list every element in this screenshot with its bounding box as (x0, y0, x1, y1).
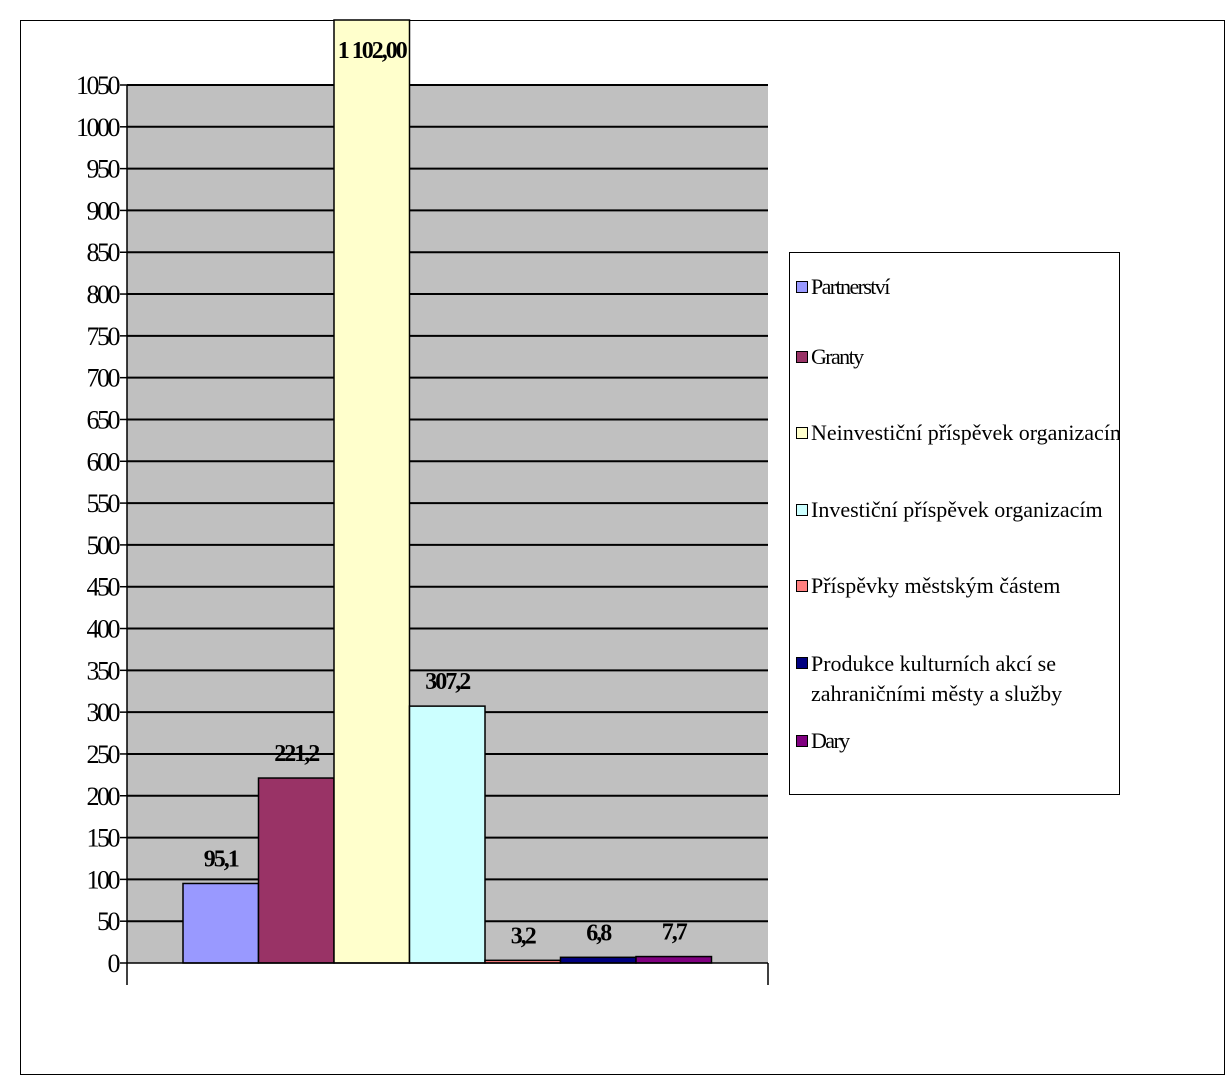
y-tick-label: 450 (87, 573, 121, 602)
y-tick-label: 650 (87, 405, 121, 434)
y-tick-label: 50 (97, 907, 121, 936)
data-label: 307,2 (425, 669, 470, 695)
y-tick-label: 550 (87, 489, 121, 518)
y-tick-label: 950 (87, 155, 121, 184)
y-tick-label: 700 (87, 364, 121, 393)
legend-swatch (796, 657, 808, 669)
legend-swatch (796, 580, 808, 592)
data-label: 95,1 (204, 846, 239, 872)
bar (408, 705, 486, 964)
legend-swatch (796, 735, 808, 747)
y-tick-label: 250 (87, 740, 121, 769)
legend-item-investicni: Investiční příspěvek organizacím (796, 496, 1103, 524)
legend-item-granty: Granty (796, 343, 864, 371)
y-tick-label: 850 (87, 238, 121, 267)
bar (257, 777, 335, 964)
data-label: 3,2 (511, 923, 536, 949)
y-tick-label: 600 (87, 447, 121, 476)
y-tick-label: 900 (87, 196, 121, 225)
legend-item-dary: Dary (796, 727, 850, 755)
y-tick-label: 200 (87, 782, 121, 811)
data-label: 6,8 (586, 920, 612, 946)
legend-label: Granty (811, 344, 864, 369)
legend: Partnerství Granty Neinvestiční příspěve… (789, 252, 1120, 795)
bar (333, 19, 411, 964)
data-label: 7,7 (662, 920, 688, 946)
legend-swatch (796, 281, 808, 293)
y-tick-label: 0 (108, 949, 121, 978)
bar (182, 882, 260, 964)
y-tick-label: 400 (87, 615, 121, 644)
legend-label: Produkce kulturních akcí se zahraničními… (811, 651, 1063, 706)
y-tick-label: 800 (87, 280, 121, 309)
legend-label: Neinvestiční příspěvek organizacím (811, 420, 1120, 445)
legend-item-neinvesticni: Neinvestiční příspěvek organizacím (796, 419, 1120, 447)
legend-label: Partnerství (811, 274, 890, 299)
y-tick-label: 500 (87, 531, 121, 560)
y-tick-label: 350 (87, 656, 121, 685)
y-tick-label: 1000 (76, 113, 121, 142)
bar (559, 956, 637, 964)
legend-item-partnerstvi: Partnerství (796, 273, 890, 301)
legend-item-produkce: Produkce kulturních akcí se zahraničními… (796, 649, 1119, 709)
data-label: 1 102,00 (338, 38, 408, 64)
legend-label: Dary (811, 728, 850, 753)
data-label: 221,2 (274, 741, 319, 767)
legend-swatch (796, 427, 808, 439)
y-tick-label: 1050 (76, 71, 121, 100)
legend-swatch (796, 351, 808, 363)
legend-item-prispevky-mc: Příspěvky městským částem (796, 572, 1060, 600)
y-tick-label: 750 (87, 322, 121, 351)
legend-swatch (796, 504, 808, 516)
y-tick-label: 300 (87, 698, 121, 727)
legend-label: Investiční příspěvek organizacím (811, 497, 1103, 522)
y-tick-label: 100 (87, 865, 121, 894)
bar (635, 955, 713, 964)
legend-label: Příspěvky městským částem (811, 573, 1061, 598)
y-tick-label: 150 (87, 824, 121, 853)
